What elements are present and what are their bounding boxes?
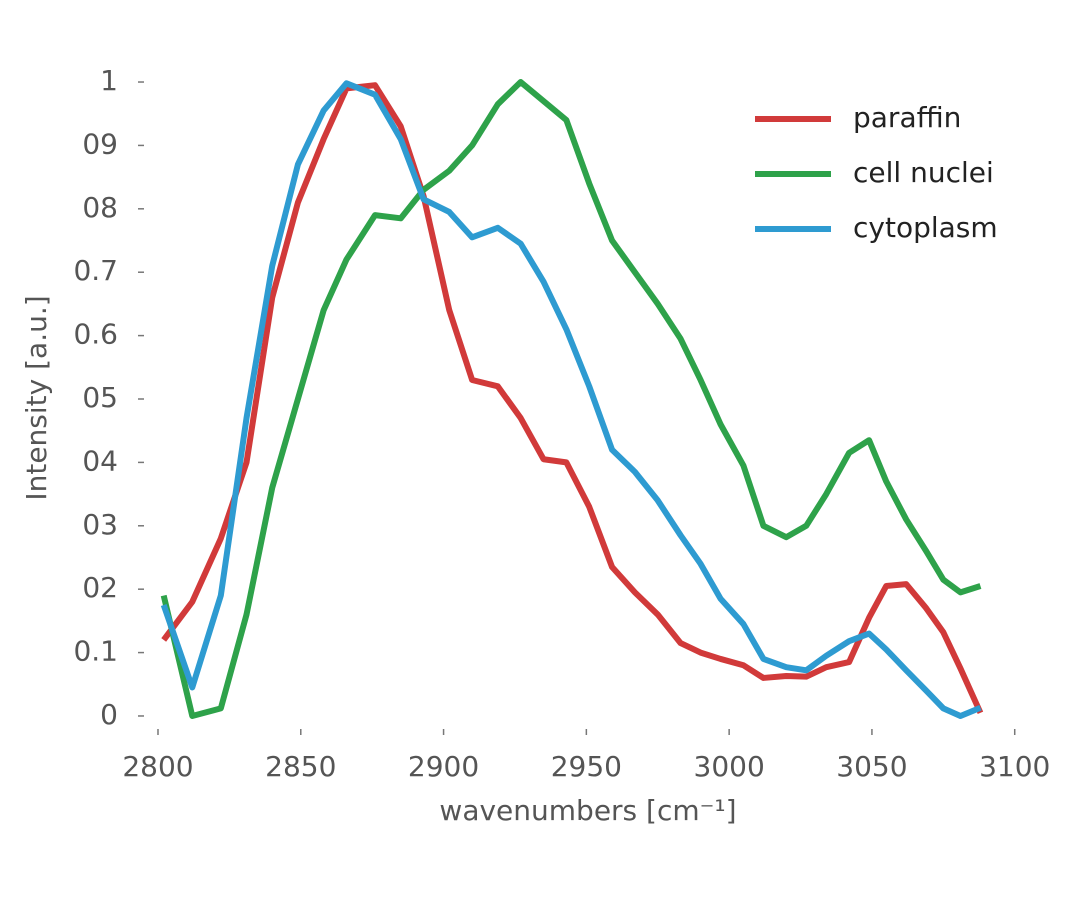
y-tick-label: 0.7 <box>73 254 118 287</box>
y-axis-label: Intensity [a.u.] <box>20 295 53 500</box>
x-tick-label: 3000 <box>694 750 765 783</box>
legend-label: paraffin <box>853 101 961 134</box>
y-tick-label: 08 <box>82 191 118 224</box>
x-tick-label: 2950 <box>551 750 622 783</box>
y-tick-label: 05 <box>82 381 118 414</box>
x-axis-label: wavenumbers [cm⁻¹] <box>439 794 736 827</box>
x-tick-label: 3100 <box>979 750 1050 783</box>
y-tick-label: 04 <box>82 444 118 477</box>
x-tick-label: 2800 <box>122 750 193 783</box>
y-tick-label: 0.6 <box>73 318 118 351</box>
series-line <box>160 80 982 719</box>
x-tick-label: 2850 <box>265 750 336 783</box>
x-tick-label: 2900 <box>408 750 479 783</box>
y-tick-label: 0 <box>100 698 118 731</box>
series-line <box>161 82 984 715</box>
y-tick-label: 09 <box>82 127 118 160</box>
y-tick-label: 03 <box>82 508 118 541</box>
legend-label: cell nuclei <box>853 156 994 189</box>
y-tick-label: 0.1 <box>73 635 118 668</box>
x-tick-label: 3050 <box>836 750 907 783</box>
series-line <box>160 79 982 719</box>
legend-label: cytoplasm <box>853 211 998 244</box>
y-tick-label: 1 <box>100 64 118 97</box>
y-tick-label: 02 <box>82 571 118 604</box>
